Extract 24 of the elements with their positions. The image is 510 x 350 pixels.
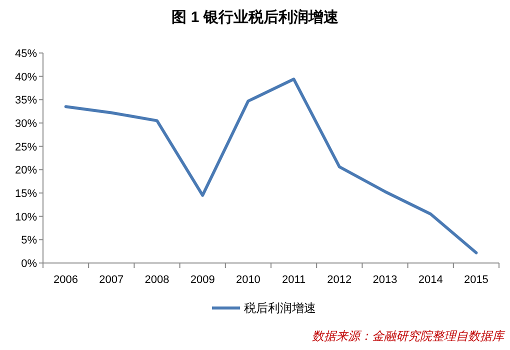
x-tick-label: 2013	[372, 274, 398, 286]
y-tick-label: 40%	[14, 71, 38, 84]
chart-title: 图 1 银行业税后利润增速	[172, 8, 340, 26]
y-tick-label: 25%	[14, 141, 38, 154]
x-tick-label: 2010	[236, 274, 260, 286]
x-tick-label: 2007	[99, 274, 124, 286]
line-series	[64, 78, 478, 254]
x-tick-label: 2006	[54, 274, 78, 286]
x-tick-label: 2012	[327, 274, 352, 286]
x-tick-label: 2015	[464, 274, 488, 286]
source-note: 数据来源：金融研究院整理自数据库	[312, 329, 506, 343]
y-tick-label: 20%	[14, 164, 38, 177]
y-tick-label: 10%	[14, 211, 38, 224]
y-tick-label: 45%	[14, 48, 38, 60]
y-tick-label: 5%	[21, 234, 38, 247]
x-tick-label: 2011	[282, 274, 306, 286]
y-tick-label: 0%	[21, 258, 38, 270]
y-tick-label: 30%	[14, 118, 38, 130]
legend-label: 税后利润增速	[244, 301, 316, 315]
y-tick-label: 35%	[14, 94, 38, 107]
y-tick-label: 15%	[14, 188, 38, 200]
x-tick-label: 2008	[144, 274, 170, 286]
x-tick-label: 2009	[190, 274, 215, 286]
x-tick-label: 2014	[418, 274, 443, 286]
